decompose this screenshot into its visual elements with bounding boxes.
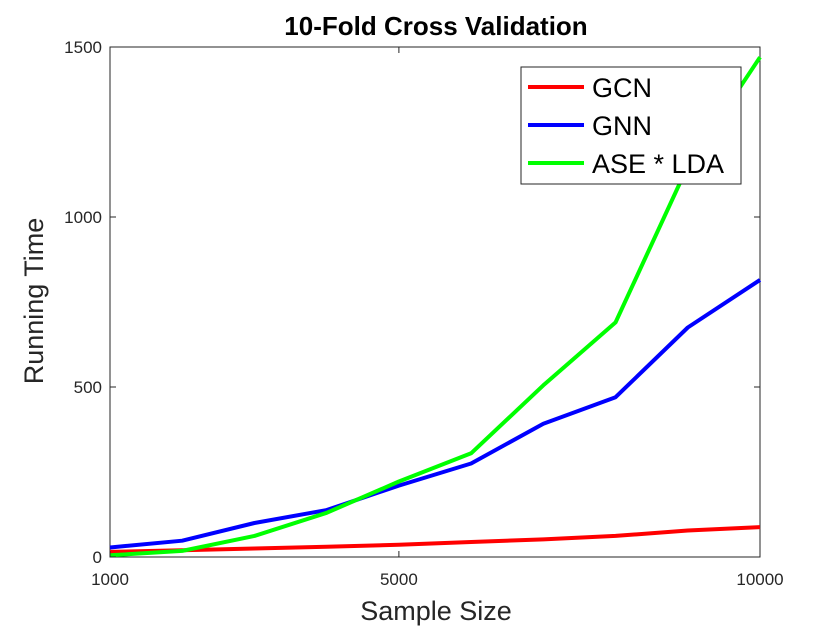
legend: GCN GNN ASE * LDA [520, 66, 742, 185]
y-axis-label: Running Time [19, 218, 49, 385]
x-tick-label: 10000 [736, 570, 783, 589]
series-line-2 [109, 56, 762, 558]
x-tick-label: 1000 [91, 570, 129, 589]
x-tick-label: 5000 [380, 570, 418, 589]
legend-label-1: GNN [592, 111, 652, 141]
series-layer [109, 56, 762, 558]
series-line-1 [109, 278, 762, 550]
y-tick-label: 1500 [64, 38, 102, 57]
legend-label-2: ASE * LDA [592, 149, 724, 179]
chart-title: 10-Fold Cross Validation [284, 11, 587, 41]
legend-entries: GCN GNN ASE * LDA [528, 73, 724, 179]
x-axis-label: Sample Size [360, 596, 512, 626]
y-axis-ticks: 0 500 1000 1500 [64, 38, 760, 567]
y-tick-label: 1000 [64, 208, 102, 227]
x-axis-ticks: 1000 5000 10000 [91, 47, 784, 589]
y-tick-label: 500 [74, 378, 102, 397]
y-tick-label: 0 [93, 548, 102, 567]
legend-label-0: GCN [592, 73, 652, 103]
series-line-0 [109, 525, 761, 554]
